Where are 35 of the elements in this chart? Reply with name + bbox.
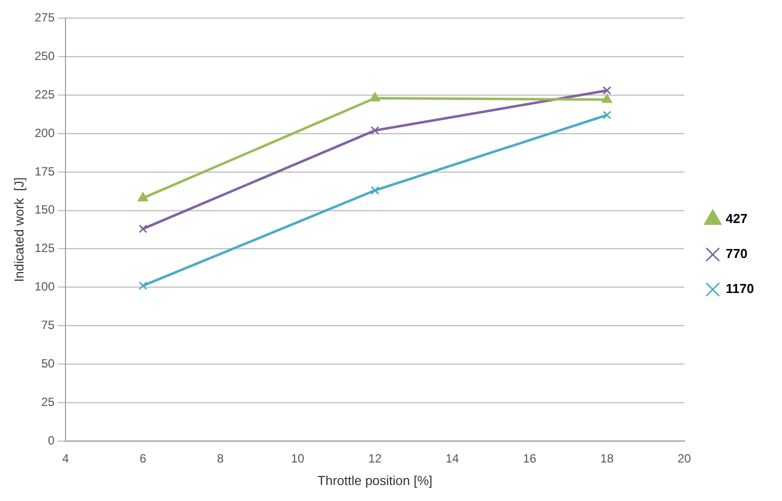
y-tick-label: 275 (34, 10, 55, 25)
y-tick-label: 250 (34, 48, 55, 63)
x-axis-title: Throttle position [%] (318, 472, 432, 488)
point (138, 224, 148, 234)
y-tick-label: 75 (41, 318, 55, 332)
x-tick-label: 4 (62, 452, 70, 466)
point (370, 126, 380, 135)
y-tick-label: 100 (34, 280, 55, 294)
legend-label: 1170 (726, 281, 754, 296)
point (602, 110, 612, 120)
y-tick-label: 225 (34, 87, 55, 102)
x-tick-label: 16 (522, 452, 537, 466)
point (370, 186, 380, 195)
point (602, 86, 612, 95)
y-tick-label: 150 (34, 202, 55, 217)
y-tick-label: 50 (41, 356, 55, 370)
legend-label: 770 (726, 246, 748, 262)
x-tick-label: 10 (290, 452, 305, 466)
point (138, 192, 148, 202)
y-tick-label: 25 (41, 394, 55, 409)
x-tick-label: 20 (678, 452, 692, 466)
point (602, 94, 612, 103)
y-tick-label: 0 (48, 433, 55, 448)
point (138, 281, 148, 290)
y-axis-title: Indicated work [J] (11, 177, 26, 282)
x-tick-label: 18 (600, 452, 614, 466)
x-tick-label: 8 (216, 452, 224, 466)
x-tick-label: 12 (368, 452, 382, 466)
legend-label: 427 (726, 211, 748, 226)
point (370, 92, 380, 102)
y-tick-label: 175 (34, 164, 55, 178)
x-tick-label: 6 (140, 452, 147, 466)
y-tick-label: 200 (34, 126, 55, 140)
x-tick-label: 14 (446, 452, 460, 466)
y-tick-label: 125 (34, 241, 55, 256)
